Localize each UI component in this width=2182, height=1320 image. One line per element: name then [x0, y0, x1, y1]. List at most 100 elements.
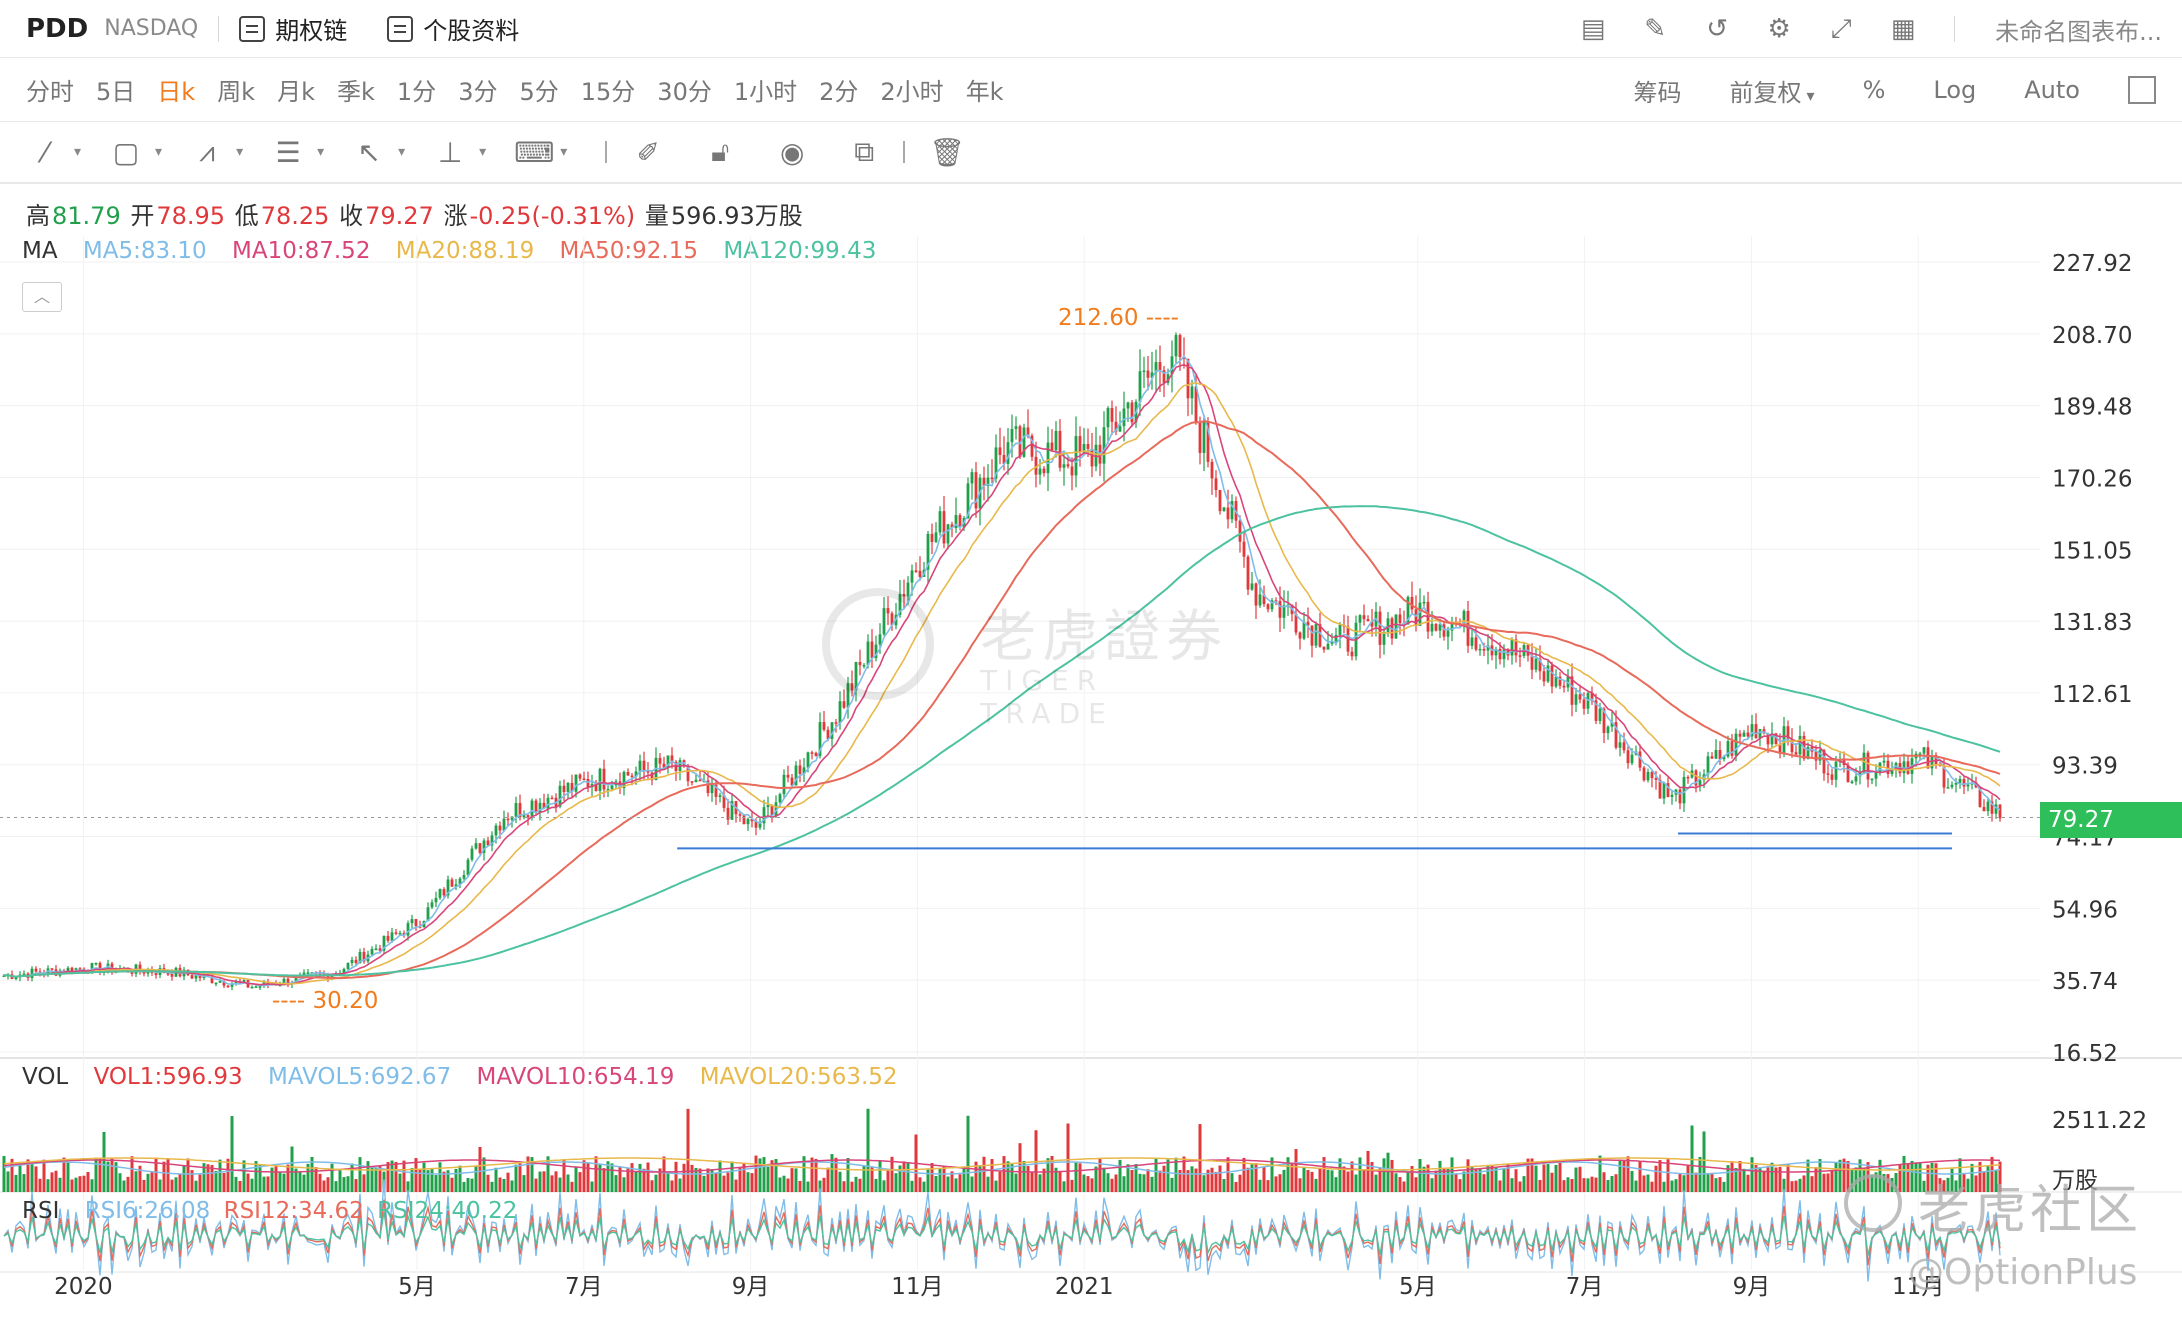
- brush-icon[interactable]: ✐: [636, 135, 660, 169]
- volume-bar: [350, 1163, 354, 1192]
- candle-body: [938, 511, 942, 533]
- pattern-icon[interactable]: ⩘: [199, 135, 215, 168]
- volume-bar: [1374, 1174, 1378, 1192]
- volume-bar: [182, 1165, 186, 1192]
- volume-bar: [82, 1175, 86, 1192]
- candle-body: [718, 795, 722, 797]
- candle-body: [1946, 787, 1950, 789]
- period-tab[interactable]: 分时: [26, 78, 74, 106]
- measure-icon[interactable]: ⊥: [437, 135, 463, 169]
- vol-label: VOL: [22, 1064, 69, 1090]
- volume-bar: [230, 1116, 234, 1192]
- trend-line-icon[interactable]: ⁄: [42, 135, 48, 169]
- candle-body: [1378, 611, 1382, 645]
- collapse-legend-button[interactable]: ︿: [22, 282, 62, 312]
- period-tab[interactable]: 年k: [965, 78, 1004, 106]
- arrow-icon[interactable]: ↖: [357, 135, 381, 169]
- candle-body: [1518, 655, 1522, 657]
- period-tab[interactable]: 2小时: [880, 78, 944, 106]
- period-tab[interactable]: 1分: [396, 78, 437, 106]
- gear-icon[interactable]: ⚙: [1767, 14, 1791, 44]
- period-tab[interactable]: 周k: [217, 78, 256, 106]
- volume-bar: [274, 1166, 278, 1192]
- volume-bar: [690, 1164, 694, 1192]
- volume-bar: [482, 1157, 486, 1192]
- period-tab[interactable]: 季k: [337, 78, 375, 106]
- candle-body: [918, 570, 922, 577]
- text-label-icon[interactable]: ⌨: [514, 135, 555, 169]
- chevron-down-icon[interactable]: ▾: [236, 144, 244, 160]
- volume-bar: [1210, 1167, 1214, 1192]
- volume-bar: [1766, 1167, 1770, 1192]
- volume-bar: [1354, 1174, 1358, 1192]
- candle-body: [1774, 733, 1778, 745]
- chevron-down-icon[interactable]: ▾: [317, 144, 325, 160]
- undo-icon[interactable]: ↺: [1706, 14, 1728, 44]
- volume-bar: [206, 1164, 210, 1192]
- volume-bar: [854, 1176, 858, 1192]
- candle-body: [1470, 637, 1474, 646]
- volume-bar: [1050, 1156, 1054, 1192]
- candle-body: [822, 722, 826, 730]
- chevron-down-icon[interactable]: ▾: [155, 144, 163, 160]
- candle-body: [1014, 426, 1018, 429]
- volume-bar: [194, 1180, 198, 1192]
- candle-body: [826, 729, 830, 739]
- candle-body: [1158, 362, 1162, 371]
- candle-body: [790, 777, 794, 786]
- pencil-edit-icon[interactable]: ✎: [1644, 14, 1666, 44]
- volume-bar: [1430, 1178, 1434, 1192]
- options-chain-button[interactable]: 期权链: [239, 11, 347, 46]
- chevron-down-icon[interactable]: ▾: [398, 144, 406, 160]
- volume-label: 量: [644, 202, 669, 230]
- period-tab[interactable]: 月k: [277, 78, 315, 106]
- indicator-chart-icon[interactable]: ▤: [1580, 14, 1606, 44]
- trash-icon[interactable]: 🗑︎: [929, 135, 965, 169]
- volume-bar: [790, 1168, 794, 1192]
- period-tab[interactable]: 1小时: [733, 78, 798, 106]
- percent-toggle[interactable]: %: [1862, 76, 1886, 104]
- candle-body: [194, 975, 198, 979]
- volume-bar: [990, 1159, 994, 1192]
- fullscreen-icon[interactable]: ⤢: [1830, 13, 1852, 44]
- ticker-symbol[interactable]: PDD: [26, 13, 89, 44]
- expand-icon[interactable]: [2128, 76, 2156, 104]
- volume-bar: [1038, 1174, 1042, 1192]
- volume-bar: [290, 1146, 294, 1192]
- period-tab[interactable]: 15分: [580, 78, 636, 106]
- period-tab[interactable]: 2分: [819, 78, 859, 106]
- period-tab[interactable]: 3分: [458, 78, 498, 106]
- layout-grid-icon[interactable]: ▦: [1890, 14, 1916, 44]
- chevron-down-icon[interactable]: ▾: [560, 144, 568, 160]
- volume-bar: [134, 1171, 138, 1192]
- ma-label: MA: [22, 238, 58, 264]
- volume-bar: [1022, 1161, 1026, 1192]
- candle-body: [1042, 468, 1046, 474]
- fibonacci-icon[interactable]: ☰: [275, 135, 301, 169]
- period-tab[interactable]: 5分: [519, 78, 559, 106]
- chart-layout-name[interactable]: 未命名图表布...: [1995, 17, 2162, 46]
- eye-icon[interactable]: ◉: [780, 135, 805, 169]
- lock-icon[interactable]: 🔓︎: [711, 135, 730, 168]
- volume-bar: [626, 1167, 630, 1192]
- candle-body: [1314, 624, 1318, 646]
- stock-profile-button[interactable]: 个股资料: [387, 11, 519, 46]
- volume-bar: [1514, 1169, 1518, 1192]
- candle-body: [586, 778, 590, 788]
- rectangle-icon[interactable]: ▢: [112, 135, 140, 169]
- period-tab[interactable]: 5日: [96, 78, 136, 106]
- chevron-down-icon[interactable]: ▾: [74, 144, 82, 160]
- chips-button[interactable]: 筹码: [1633, 78, 1682, 107]
- auto-toggle[interactable]: Auto: [2024, 76, 2080, 104]
- volume-bar: [1238, 1174, 1242, 1192]
- period-tab[interactable]: 30分: [657, 78, 712, 106]
- candle-body: [1498, 648, 1502, 660]
- adjust-dropdown[interactable]: 前复权: [1729, 73, 1814, 108]
- stock-chart[interactable]: 227.92 208.70 189.48 170.26 151.05 131.83 112.…: [0, 236, 2182, 1320]
- volume-bar: [794, 1168, 798, 1192]
- copy-icon[interactable]: ⧉: [854, 135, 875, 168]
- log-toggle[interactable]: Log: [1933, 76, 1977, 104]
- volume-bar: [1958, 1158, 1962, 1192]
- chevron-down-icon[interactable]: ▾: [479, 144, 487, 160]
- period-tab-active[interactable]: 日k: [157, 78, 196, 106]
